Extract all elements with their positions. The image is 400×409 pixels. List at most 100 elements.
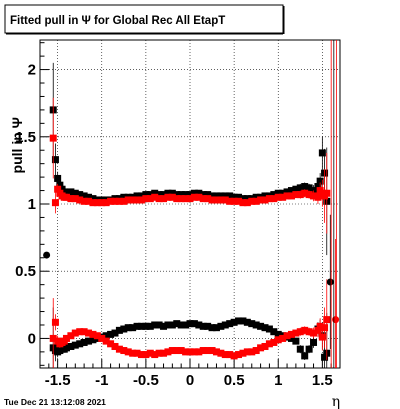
data-point [85,337,93,345]
y-axis-label: pull in Ψ [9,117,25,173]
data-point [292,185,300,193]
data-point [182,191,190,199]
data-point [257,344,265,352]
data-point [252,321,260,329]
data-point [43,251,51,259]
data-point [257,322,265,330]
data-point [248,320,256,328]
data-point [287,192,295,200]
data-point [146,195,154,203]
data-point [318,333,326,341]
y-tick-label-4: 2 [28,62,36,79]
data-point [67,342,75,350]
data-point [217,322,225,330]
data-point [151,351,159,359]
data-point [160,195,168,203]
data-point [301,352,309,360]
data-point [230,318,238,326]
data-point [173,191,181,199]
data-point [217,196,225,204]
data-point [102,199,110,207]
data-point [107,197,115,205]
data-point [274,189,282,197]
data-point [235,197,243,205]
timestamp: Tue Dec 21 13:12:08 2021 [4,397,106,407]
data-point [151,321,159,329]
data-point [115,326,123,334]
data-point [305,184,313,192]
data-point [186,348,194,356]
data-point [243,199,251,207]
data-point [301,189,309,197]
data-point [212,348,220,356]
data-point [257,196,265,204]
data-point [248,348,256,356]
data-point [89,330,97,338]
data-point [195,189,203,197]
data-point [261,324,269,332]
data-point [142,351,150,359]
data-point [199,347,207,355]
data-point [252,347,260,355]
data-point [67,195,75,203]
x-tick-label-3: 0 [186,372,194,389]
y-tick-label-2: 1 [28,196,36,213]
data-point [261,196,269,204]
data-point [239,317,247,325]
data-points [43,40,340,368]
data-point [186,320,194,328]
data-point [62,193,70,201]
data-point [261,192,269,200]
data-point [177,321,185,329]
x-tick-label-0: -1.5 [45,372,71,389]
data-point [160,191,168,199]
data-point [332,316,340,324]
data-point [177,347,185,355]
data-point [270,328,278,336]
data-point [129,324,137,332]
data-point [274,336,282,344]
series-1 [49,97,331,234]
data-point [186,191,194,199]
data-point [301,326,309,334]
data-point [111,329,119,337]
data-point [212,196,220,204]
data-point [76,191,84,199]
y-tick-label-1: 0.5 [15,263,36,280]
data-point [155,321,163,329]
data-point [173,347,181,355]
data-point [146,322,154,330]
data-point [124,324,132,332]
data-point [190,189,198,197]
data-point [199,191,207,199]
data-point [221,192,229,200]
data-point [204,191,212,199]
data-point [230,197,238,205]
data-point [93,332,101,340]
data-point [89,195,97,203]
series-5 [332,238,340,368]
data-point [321,324,329,332]
data-point [230,193,238,201]
data-point [71,329,79,337]
data-point [195,348,203,356]
data-point [305,328,313,336]
title-box: Fitted pull in Ψ for Global Rec All Etap… [4,4,285,35]
data-point [265,195,273,203]
data-point [49,134,57,142]
data-point [137,322,145,330]
data-point [310,338,318,346]
data-point [235,351,243,359]
data-point [120,193,128,201]
data-point [146,349,154,357]
data-point [279,193,287,201]
data-point [85,197,93,205]
data-point [243,318,251,326]
data-point [124,196,132,204]
data-point [310,192,318,200]
series-3 [49,279,331,368]
data-point [235,317,243,325]
x-tick-label-5: 1 [274,372,282,389]
data-point [235,193,243,201]
